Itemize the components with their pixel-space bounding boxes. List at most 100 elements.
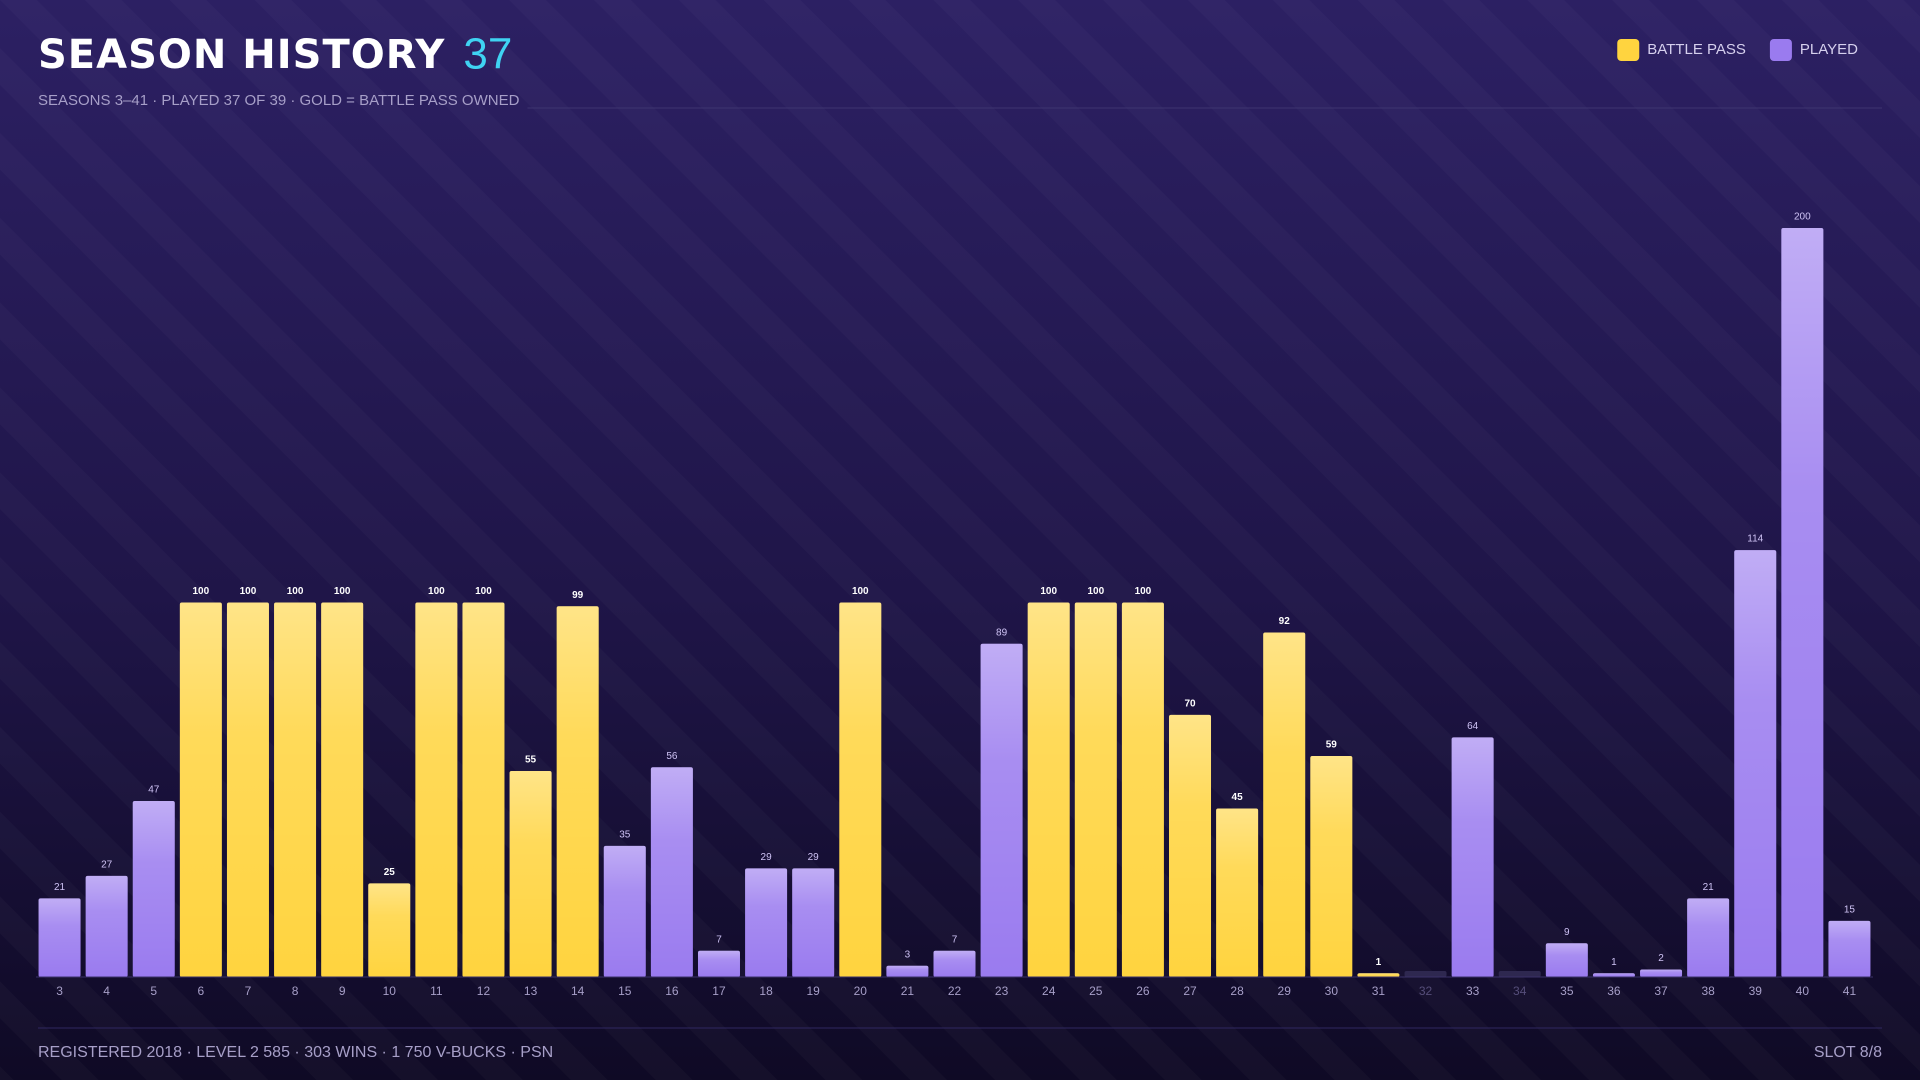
legend-label: BATTLE PASS [1647,41,1746,58]
x-tick-label: 11 [430,984,443,998]
x-tick-label: 27 [1183,984,1197,998]
value-label: 47 [148,785,160,796]
x-tick-label: 6 [198,984,205,998]
value-label: 92 [1279,616,1291,627]
empty-slot [1404,971,1447,977]
x-tick-label: 15 [618,984,632,998]
bar-highlight [1027,602,1070,977]
bar-highlight [509,771,552,977]
bar-highlight [179,602,222,977]
bar-highlight [556,606,599,977]
value-label: 1 [1376,957,1382,968]
x-tick-label: 20 [854,984,868,998]
value-label: 7 [716,934,722,945]
bar-highlight [1263,632,1306,977]
value-label: 55 [525,755,537,766]
value-label: 9 [1564,927,1570,938]
bar-highlight [38,898,81,977]
value-label: 100 [1135,586,1152,597]
x-tick-label: 40 [1796,984,1810,998]
bar-highlight [1121,602,1164,977]
x-tick-label: 26 [1136,984,1150,998]
footer-stats: REGISTERED 2018 · LEVEL 2 585 · 303 WINS… [38,1044,553,1061]
legend-swatch [1769,39,1792,61]
x-tick-label: 7 [245,984,252,998]
bar-highlight [1687,898,1730,977]
x-tick-label: 24 [1042,984,1056,998]
x-tick-label: 21 [901,984,915,998]
x-tick-label: 13 [524,984,538,998]
bar-highlight [321,602,364,977]
title: SEASON HISTORY [38,32,445,78]
bar-highlight [1828,920,1871,977]
x-tick-label: 19 [807,984,821,998]
legend-label: PLAYED [1800,41,1858,58]
value-label: 64 [1467,721,1479,732]
bar-highlight [933,950,976,977]
value-label: 89 [996,627,1008,638]
value-label: 70 [1184,698,1196,709]
value-label: 100 [1087,586,1104,597]
x-tick-label: 22 [948,984,962,998]
empty-slot [1498,971,1541,977]
value-label: 21 [54,882,66,893]
bar-highlight [792,868,835,977]
x-tick-label: 14 [571,984,585,998]
x-tick-label: 38 [1701,984,1715,998]
bar-highlight [1074,602,1117,977]
bar-highlight [1734,550,1777,977]
bar-highlight [1216,808,1259,977]
bar-highlight [980,643,1023,977]
value-label: 59 [1326,740,1338,751]
x-tick-label: 34 [1513,984,1527,998]
value-label: 35 [619,830,631,841]
bar-highlight [274,602,317,977]
subtitle: SEASONS 3–41 · PLAYED 37 OF 39 · GOLD = … [38,92,520,109]
x-tick-label: 10 [383,984,397,998]
x-tick-label: 9 [339,984,346,998]
value-label: 1 [1611,957,1617,968]
bar-highlight [132,800,175,977]
bar-highlight [1592,973,1635,977]
x-tick-label: 25 [1089,984,1103,998]
x-tick-label: 12 [477,984,491,998]
x-tick-label: 5 [150,984,157,998]
bar-highlight [1781,228,1824,977]
bar-highlight [1545,943,1588,977]
x-tick-label: 30 [1325,984,1339,998]
bar-highlight [886,965,929,977]
value-label: 45 [1232,792,1244,803]
bar-highlight [226,602,269,977]
bar-highlight [85,875,128,977]
value-label: 21 [1703,882,1715,893]
bar-highlight [415,602,458,977]
value-label: 7 [952,934,958,945]
x-tick-label: 37 [1654,984,1668,998]
value-label: 100 [287,586,304,597]
x-tick-label: 18 [759,984,773,998]
value-label: 100 [1040,586,1057,597]
x-tick-label: 23 [995,984,1009,998]
value-label: 3 [905,949,911,960]
season-count: 37 [463,30,512,79]
bar-highlight [1357,973,1400,977]
value-label: 29 [761,852,773,863]
legend-swatch [1617,39,1640,61]
x-tick-label: 31 [1372,984,1386,998]
bar-highlight [462,602,505,977]
bar-highlight [1640,969,1683,977]
x-tick-label: 36 [1607,984,1621,998]
bar-highlight [839,602,882,977]
x-tick-label: 41 [1843,984,1857,998]
bar-highlight [745,868,788,977]
bar-highlight [650,767,693,977]
value-label: 25 [384,867,396,878]
x-tick-label: 17 [712,984,726,998]
x-tick-label: 4 [103,984,110,998]
x-tick-label: 28 [1230,984,1244,998]
value-label: 114 [1747,534,1763,545]
value-label: 99 [572,590,584,601]
